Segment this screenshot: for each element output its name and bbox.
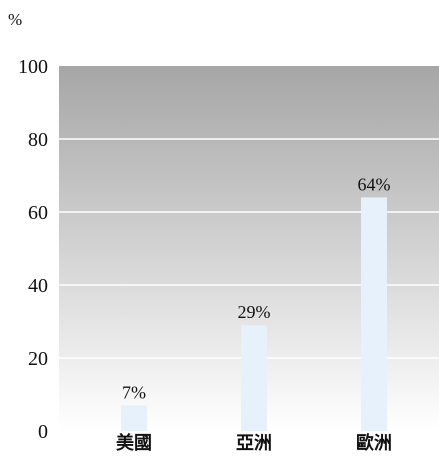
data-label: 29%: [238, 302, 271, 322]
x-category-label: 亞洲: [236, 433, 272, 453]
y-tick-label: 0: [38, 421, 48, 443]
x-category-label: 歐洲: [356, 432, 392, 453]
y-tick-label: 60: [28, 202, 48, 224]
data-label: 64%: [358, 174, 391, 194]
y-tick-label: 100: [18, 56, 48, 78]
bars: [121, 197, 387, 431]
x-category-label: 美國: [116, 432, 152, 453]
data-labels: 7% 29% 64%: [122, 174, 391, 402]
data-label: 7%: [122, 382, 146, 402]
bar: [361, 197, 387, 431]
bar: [121, 405, 147, 431]
y-tick-label: 40: [28, 275, 48, 297]
y-tick-label: 20: [28, 348, 48, 370]
x-axis-categories: 美國 亞洲 歐洲: [116, 432, 392, 454]
bar: [241, 325, 267, 431]
y-axis-ticks: 0 20 40 60 80 100: [18, 56, 48, 443]
y-axis-unit-label: %: [8, 10, 22, 29]
y-tick-label: 80: [28, 129, 48, 151]
